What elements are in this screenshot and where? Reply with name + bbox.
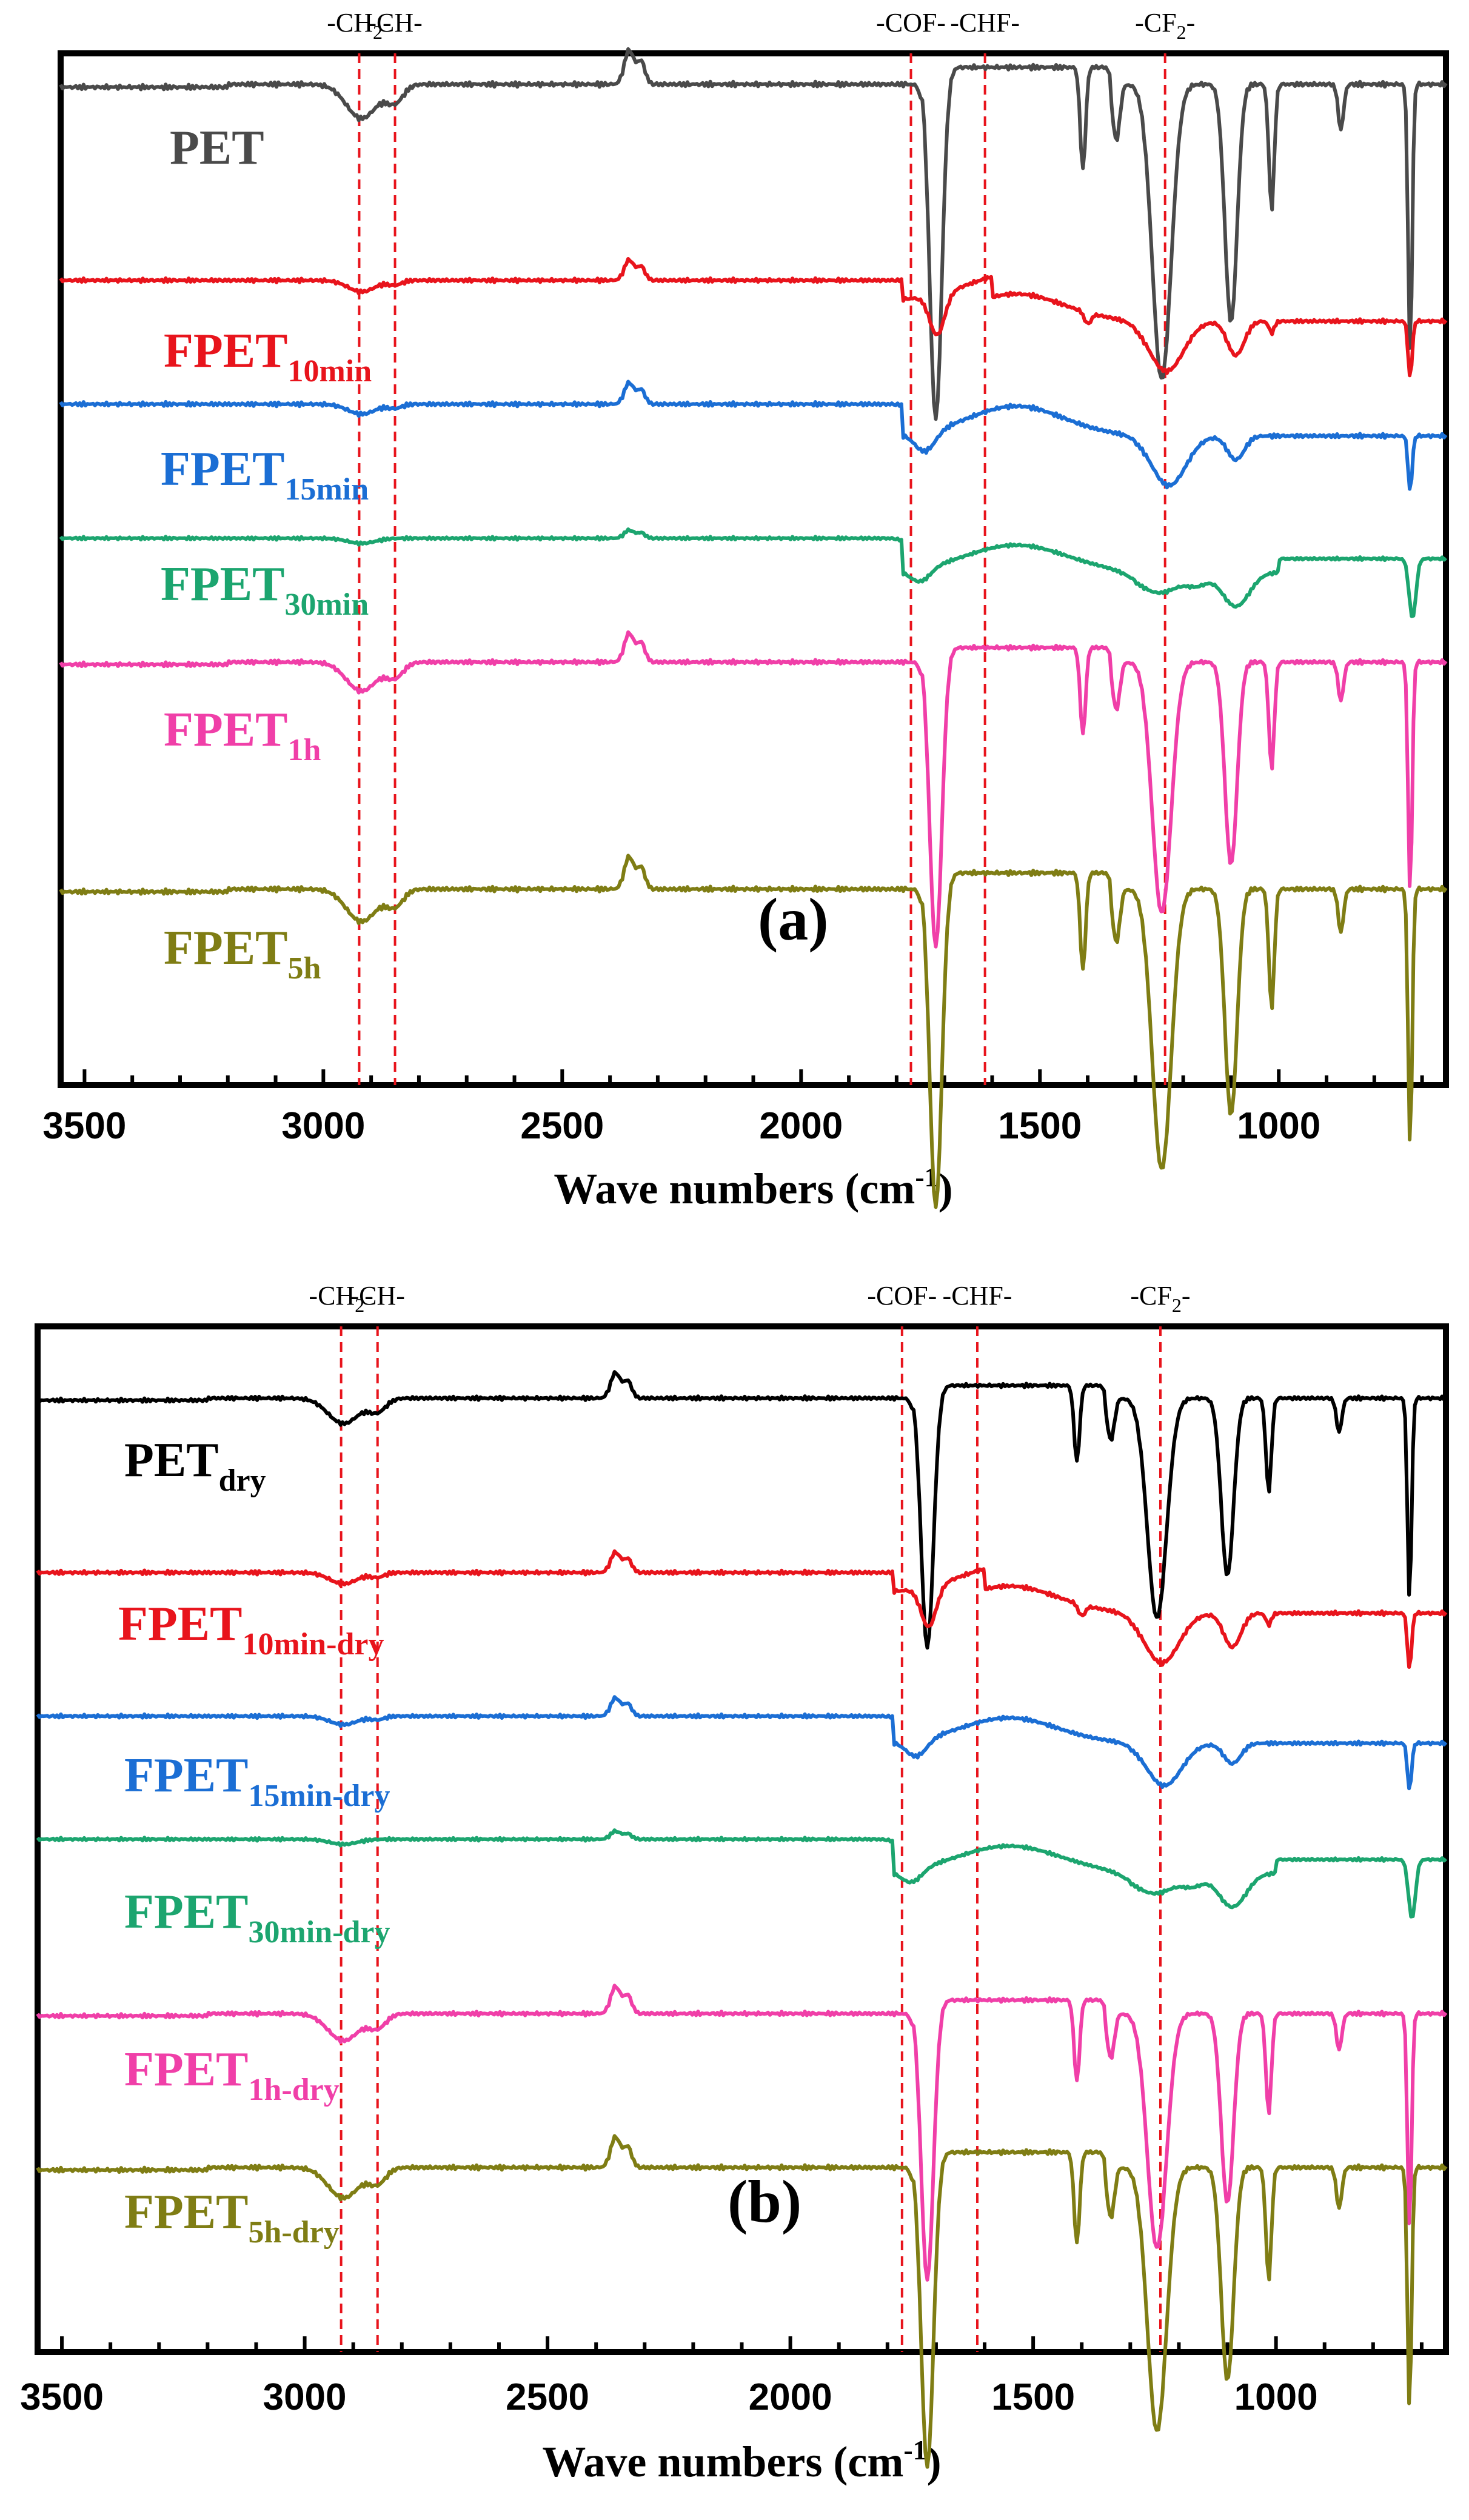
series-line-FPET15min-dry	[36, 1695, 1448, 1791]
x-axis-title: Wave numbers (cm-1)	[542, 2435, 941, 2486]
series-line-FPET30min	[59, 527, 1448, 618]
series-line-FPET5h-dry	[36, 2134, 1448, 2469]
band-marker-label: -CHF-	[950, 8, 1020, 38]
series-label-FPET10min-dry: FPET10min-dry	[118, 1597, 384, 1662]
x-tick-label: 3000	[281, 1105, 365, 1147]
x-tick-label: 2000	[759, 1105, 843, 1147]
x-tick-label: 3000	[263, 2376, 347, 2418]
band-marker-label: -CF2-	[1130, 1281, 1190, 1316]
series-line-FPET10min	[59, 257, 1448, 378]
series-label-FPET10min: FPET10min	[164, 324, 372, 389]
series-line-FPET30min-dry	[36, 1828, 1448, 1919]
panel-label: (b)	[728, 2168, 801, 2235]
series-line-PET	[59, 47, 1448, 421]
series-label-PETdry: PETdry	[124, 1434, 266, 1498]
series-label-FPET30min-dry: FPET30min-dry	[124, 1885, 390, 1950]
x-tick-label: 1000	[1234, 2376, 1318, 2418]
series-label-FPET1h: FPET1h	[164, 703, 321, 767]
band-marker-label: -CHF-	[943, 1281, 1012, 1311]
series-label-PET: PET	[170, 121, 264, 175]
x-tick-label: 2000	[749, 2376, 832, 2418]
band-marker-label: -CF2-	[1135, 8, 1195, 43]
series-label-FPET5h-dry: FPET5h-dry	[124, 2185, 340, 2250]
x-tick-label: 2500	[520, 1105, 604, 1147]
x-tick-label: 3500	[20, 2376, 104, 2418]
series-line-PETdry	[36, 1370, 1448, 1650]
series-label-FPET30min: FPET30min	[161, 558, 369, 622]
series-line-FPET5h	[59, 854, 1448, 1209]
series-label-FPET5h: FPET5h	[164, 921, 321, 986]
x-tick-label: 1500	[991, 2376, 1075, 2418]
series-line-FPET1h	[59, 630, 1448, 949]
x-tick-label: 2500	[506, 2376, 589, 2418]
panel-a-chart: 3500 3000 2500 2000 1500 1000 Wave numbers (cm…	[42, 8, 1449, 1213]
series-label-FPET15min-dry: FPET15min-dry	[124, 1749, 390, 1813]
x-axis-title: Wave numbers (cm-1)	[554, 1161, 952, 1213]
series-line-FPET10min-dry	[36, 1549, 1448, 1669]
x-tick-label: 1500	[998, 1105, 1082, 1147]
band-marker-label: -COF-	[867, 1281, 937, 1311]
panel-label: (a)	[758, 886, 829, 953]
band-marker-label: -CH2-	[327, 8, 391, 43]
series-line-FPET15min	[59, 379, 1448, 491]
x-tick-label: 3500	[42, 1105, 126, 1147]
series-label-FPET15min: FPET15min	[161, 443, 369, 507]
series-line-FPET1h-dry	[36, 1984, 1448, 2282]
band-marker-label: -CH2-	[309, 1281, 373, 1316]
series-label-FPET1h-dry: FPET1h-dry	[124, 2043, 340, 2107]
x-tick-label: 1000	[1237, 1105, 1320, 1147]
band-marker-label: -COF-	[876, 8, 946, 38]
band-marker-label: -CH-	[350, 1281, 405, 1311]
panel-b-chart: 3500 3000 2500 2000 1500 1000 Wave numbers (cm…	[20, 1281, 1449, 2486]
band-marker-label: -CH-	[367, 8, 422, 38]
